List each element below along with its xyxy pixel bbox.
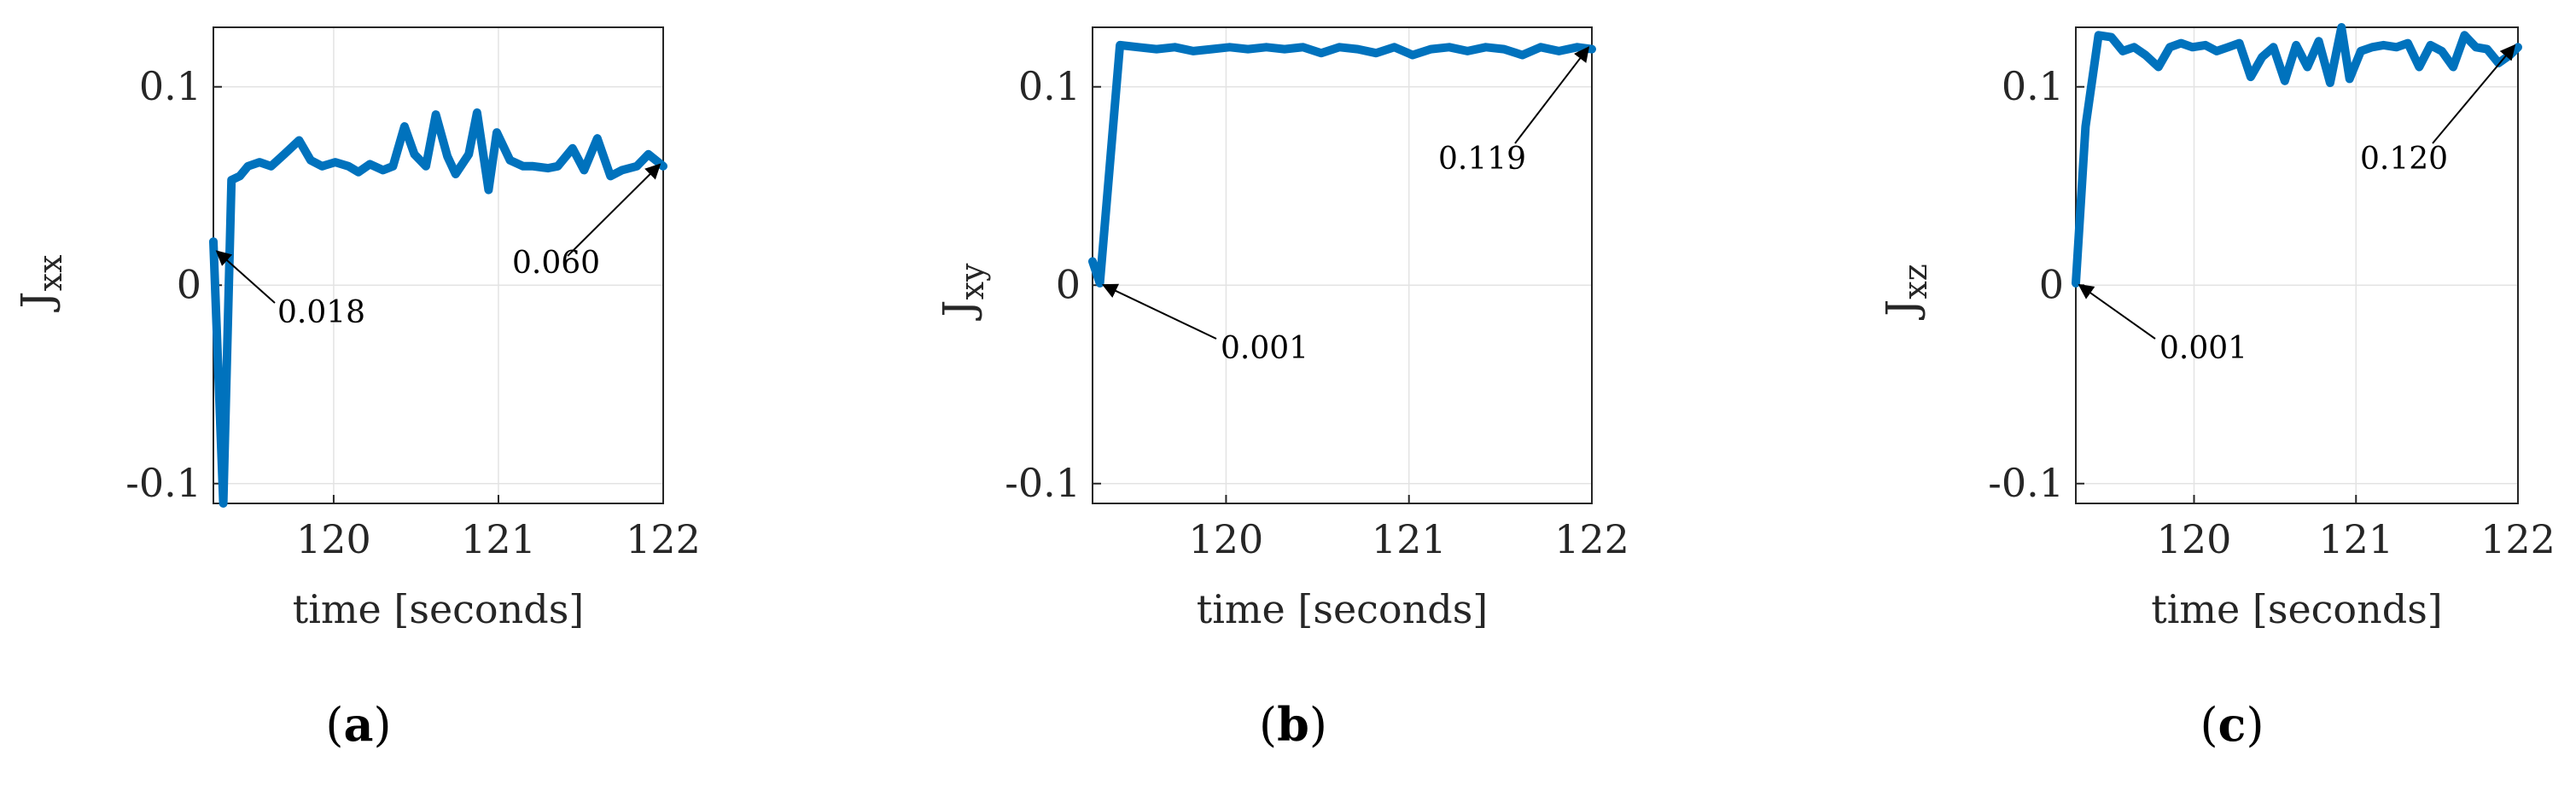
annotation-label: 0.119 xyxy=(1438,142,1526,177)
series-line xyxy=(2072,23,2522,288)
y-tick-label: -0.1 xyxy=(1988,460,2064,506)
y-axis-label-subscript: xz xyxy=(1897,264,1934,299)
x-tick-label: 121 xyxy=(2318,516,2393,562)
x-tick-label: 122 xyxy=(1554,516,1629,562)
y-axis-label-subscript: xy xyxy=(953,263,991,299)
y-tick-label: 0 xyxy=(2039,261,2064,307)
chart-panel-a: 120 121 122 -0.1 0 0.1 time [seconds] Jxx 0.018 0… xyxy=(12,26,701,752)
chart-panel-c: 120 121 122 -0.1 0 0.1 time [seconds] Jxz 0.001 0… xyxy=(1877,23,2556,752)
y-axis-label-subscript: xx xyxy=(32,255,69,292)
x-tick-label: 121 xyxy=(1372,516,1447,562)
annotation-arrow xyxy=(2078,283,2156,340)
y-tick-label: 0.1 xyxy=(2002,63,2064,109)
y-tick-label: 0 xyxy=(1056,261,1081,307)
panel-caption-letter: b xyxy=(1277,697,1309,752)
y-axis-label: Jxy xyxy=(934,263,991,321)
chart-panel-b: 120 121 122 -0.1 0 0.1 time [seconds] Jxy 0.001 0… xyxy=(934,26,1629,752)
plot-frame xyxy=(1092,26,1593,504)
y-tick-label: -0.1 xyxy=(1005,460,1081,506)
panel-caption: (c) xyxy=(2200,697,2264,752)
x-tick-label: 121 xyxy=(461,516,536,562)
annotation-label: 0.001 xyxy=(1221,331,1308,366)
annotation-arrow xyxy=(1101,283,1217,340)
y-tick-label: 0 xyxy=(177,261,201,307)
panel-caption: (a) xyxy=(325,697,391,752)
x-tick-label: 120 xyxy=(296,516,371,562)
panel-caption: (b) xyxy=(1259,697,1327,752)
y-axis-label-main: J xyxy=(934,299,983,321)
x-tick-label: 120 xyxy=(2157,516,2232,562)
y-tick-label: -0.1 xyxy=(125,460,201,506)
panel-caption-letter: c xyxy=(2218,697,2247,752)
annotation-arrow xyxy=(2432,44,2516,144)
y-axis-label: Jxx xyxy=(12,255,69,313)
annotation-label: 0.060 xyxy=(512,246,600,281)
y-tick-label: 0.1 xyxy=(1018,63,1081,109)
x-axis-label: time [seconds] xyxy=(293,586,585,632)
x-axis-label: time [seconds] xyxy=(1197,586,1489,632)
plot-frame xyxy=(2075,26,2519,504)
x-tick-label: 120 xyxy=(1189,516,1264,562)
x-tick-label: 122 xyxy=(2480,516,2556,562)
y-axis-label-main: J xyxy=(1877,299,1926,321)
series-line xyxy=(209,108,667,508)
annotation-label: 0.001 xyxy=(2159,331,2247,366)
annotation-arrow xyxy=(215,250,276,304)
y-tick-label: 0.1 xyxy=(139,63,201,109)
annotation-arrow xyxy=(567,163,661,257)
annotation-label: 0.018 xyxy=(277,295,365,330)
x-tick-label: 122 xyxy=(626,516,701,562)
y-axis-label: Jxz xyxy=(1877,264,1934,321)
annotation-arrow xyxy=(1514,46,1590,144)
y-axis-label-main: J xyxy=(12,291,61,312)
panel-caption-letter: a xyxy=(344,697,374,752)
x-axis-label: time [seconds] xyxy=(2151,586,2443,632)
series-line xyxy=(1088,40,1596,288)
annotation-label: 0.120 xyxy=(2360,142,2448,177)
